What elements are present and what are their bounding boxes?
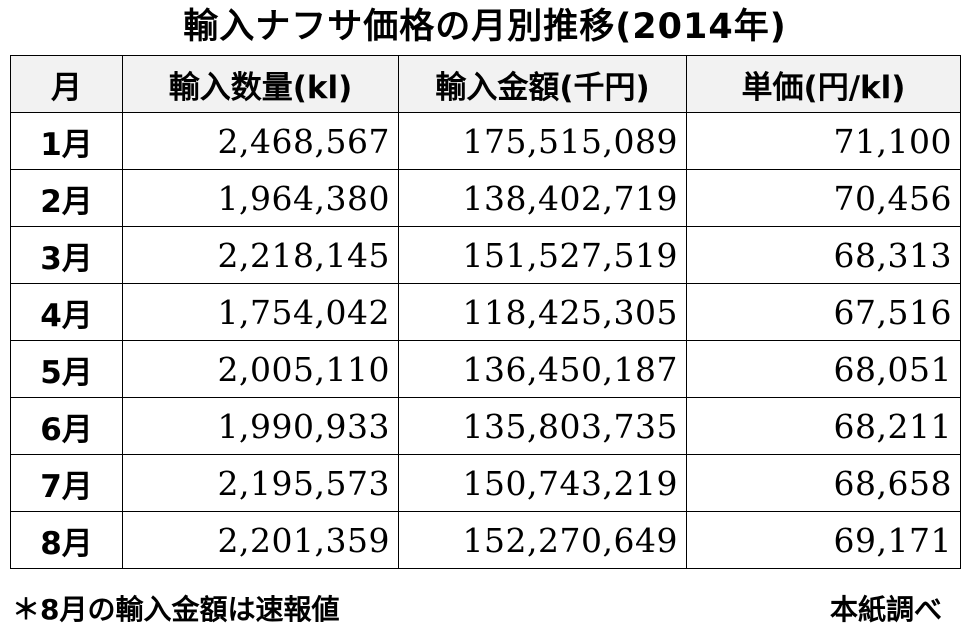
quantity-cell: 2,201,359	[122, 511, 399, 569]
quantity-cell: 1,754,042	[122, 283, 399, 341]
month-cell: 5月	[10, 340, 123, 398]
table-row: 7月 2,195,573 150,743,219 68,658	[10, 454, 961, 512]
table-row: 2月 1,964,380 138,402,719 70,456	[10, 169, 961, 227]
amount-cell: 175,515,089	[398, 112, 687, 170]
quantity-cell: 1,990,933	[122, 397, 399, 455]
amount-cell: 138,402,719	[398, 169, 687, 227]
month-cell: 7月	[10, 454, 123, 512]
quantity-cell: 1,964,380	[122, 169, 399, 227]
month-cell: 2月	[10, 169, 123, 227]
amount-cell: 151,527,519	[398, 226, 687, 284]
unit-price-cell: 68,658	[686, 454, 961, 512]
amount-cell: 150,743,219	[398, 454, 687, 512]
month-cell: 3月	[10, 226, 123, 284]
quantity-cell: 2,005,110	[122, 340, 399, 398]
unit-price-cell: 70,456	[686, 169, 961, 227]
column-header-month: 月	[10, 55, 123, 113]
column-header-quantity: 輸入数量(kl)	[122, 55, 399, 113]
amount-cell: 118,425,305	[398, 283, 687, 341]
table-row: 5月 2,005,110 136,450,187 68,051	[10, 340, 961, 398]
amount-cell: 135,803,735	[398, 397, 687, 455]
unit-price-cell: 68,313	[686, 226, 961, 284]
quantity-cell: 2,195,573	[122, 454, 399, 512]
unit-price-cell: 68,211	[686, 397, 961, 455]
month-cell: 8月	[10, 511, 123, 569]
column-header-unit-price: 単価(円/kl)	[686, 55, 961, 113]
table-row: 8月 2,201,359 152,270,649 69,171	[10, 511, 961, 569]
naphtha-price-table: 月 輸入数量(kl) 輸入金額(千円) 単価(円/kl) 1月 2,468,56…	[10, 55, 961, 569]
source-note: 本紙調べ	[829, 593, 942, 626]
unit-price-cell: 69,171	[686, 511, 961, 569]
footnote: ＊8月の輸入金額は速報値	[12, 593, 340, 626]
column-header-amount: 輸入金額(千円)	[398, 55, 687, 113]
table-row: 1月 2,468,567 175,515,089 71,100	[10, 112, 961, 170]
unit-price-cell: 71,100	[686, 112, 961, 170]
header-row: 月 輸入数量(kl) 輸入金額(千円) 単価(円/kl)	[10, 55, 961, 113]
table-row: 4月 1,754,042 118,425,305 67,516	[10, 283, 961, 341]
unit-price-cell: 68,051	[686, 340, 961, 398]
table-title: 輸入ナフサ価格の月別推移(2014年)	[183, 7, 787, 47]
quantity-cell: 2,468,567	[122, 112, 399, 170]
amount-cell: 152,270,649	[398, 511, 687, 569]
quantity-cell: 2,218,145	[122, 226, 399, 284]
amount-cell: 136,450,187	[398, 340, 687, 398]
month-cell: 6月	[10, 397, 123, 455]
table-row: 3月 2,218,145 151,527,519 68,313	[10, 226, 961, 284]
month-cell: 4月	[10, 283, 123, 341]
unit-price-cell: 67,516	[686, 283, 961, 341]
table-row: 6月 1,990,933 135,803,735 68,211	[10, 397, 961, 455]
month-cell: 1月	[10, 112, 123, 170]
